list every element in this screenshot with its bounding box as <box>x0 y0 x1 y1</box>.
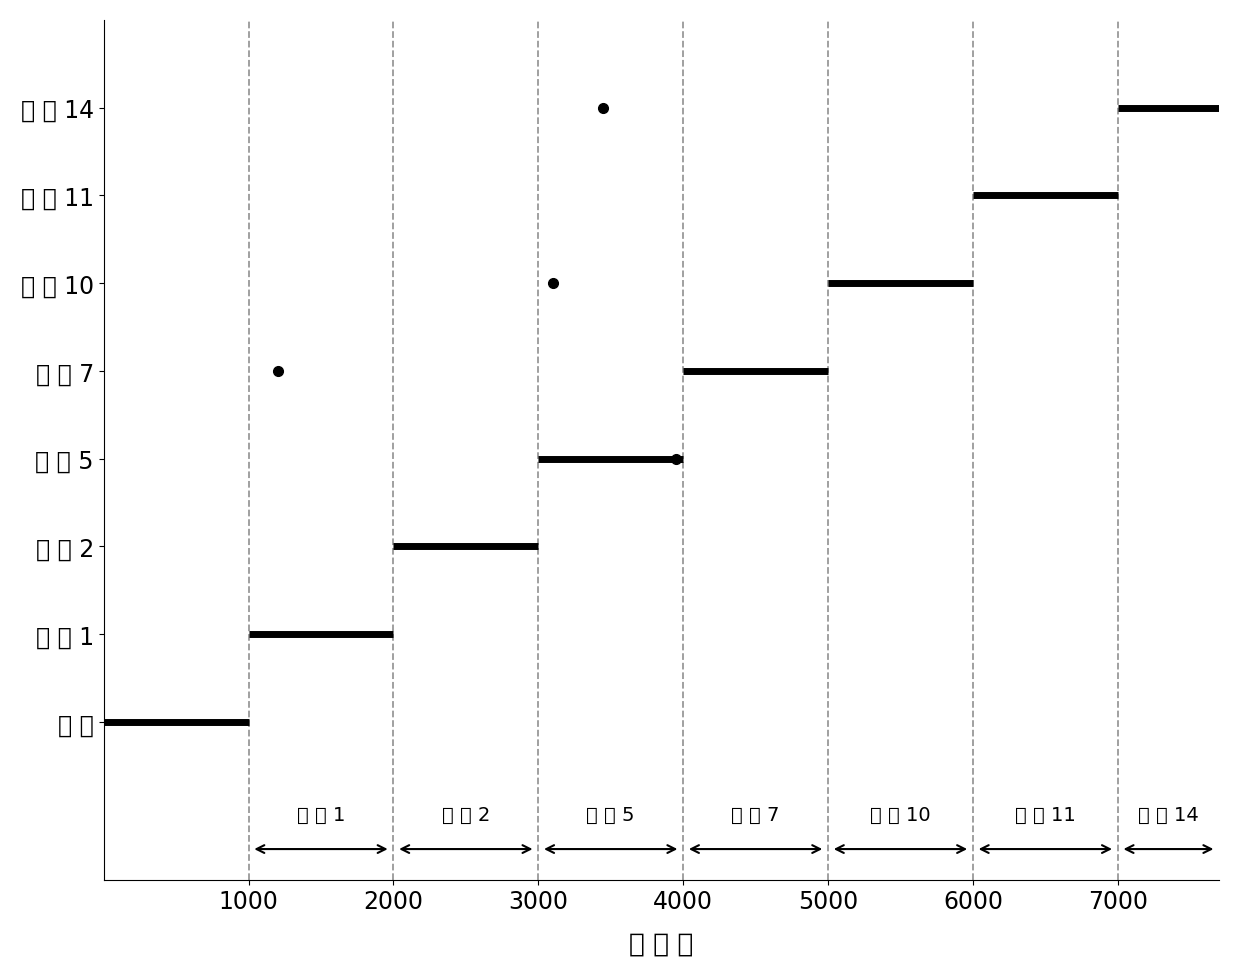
Text: 故 障 1: 故 障 1 <box>296 805 345 824</box>
Text: 故 障 11: 故 障 11 <box>1016 805 1075 824</box>
Text: 故 障 2: 故 障 2 <box>441 805 490 824</box>
Text: 故 障 10: 故 障 10 <box>870 805 931 824</box>
Text: 故 障 14: 故 障 14 <box>1138 805 1199 824</box>
Text: 故 障 5: 故 障 5 <box>587 805 635 824</box>
X-axis label: 样 本 数: 样 本 数 <box>629 930 693 956</box>
Text: 故 障 7: 故 障 7 <box>732 805 780 824</box>
